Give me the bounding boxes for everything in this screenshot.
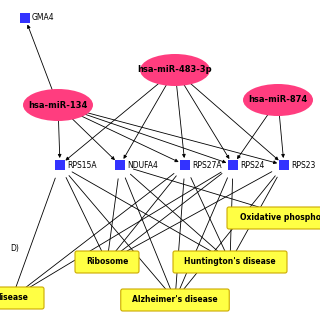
Text: RPS24: RPS24 [240,161,264,170]
Text: D): D) [10,244,19,252]
Bar [180,160,190,170]
FancyBboxPatch shape [121,289,229,311]
Ellipse shape [243,84,313,116]
Bar [228,160,238,170]
Ellipse shape [23,89,93,121]
Text: Ribosome: Ribosome [86,258,128,267]
FancyBboxPatch shape [227,207,320,229]
Text: hsa-miR-483-3p: hsa-miR-483-3p [138,66,212,75]
Text: RPS27A: RPS27A [192,161,222,170]
Text: hsa-miR-134: hsa-miR-134 [28,100,88,109]
Text: NDUFA4: NDUFA4 [127,161,158,170]
Text: Oxidative phosphorylatio: Oxidative phosphorylatio [240,213,320,222]
Bar [279,160,289,170]
Text: RPS23: RPS23 [291,161,316,170]
Bar [115,160,125,170]
FancyBboxPatch shape [0,287,44,309]
Text: GMA4: GMA4 [32,13,55,22]
Text: Alzheimer's disease: Alzheimer's disease [132,295,218,305]
Bar [20,13,30,23]
Text: hsa-miR-874: hsa-miR-874 [248,95,308,105]
Ellipse shape [140,54,210,86]
Text: RPS15A: RPS15A [67,161,97,170]
FancyBboxPatch shape [173,251,287,273]
Bar [55,160,65,170]
FancyBboxPatch shape [75,251,139,273]
Text: disease: disease [0,293,28,302]
Text: Huntington's disease: Huntington's disease [184,258,276,267]
